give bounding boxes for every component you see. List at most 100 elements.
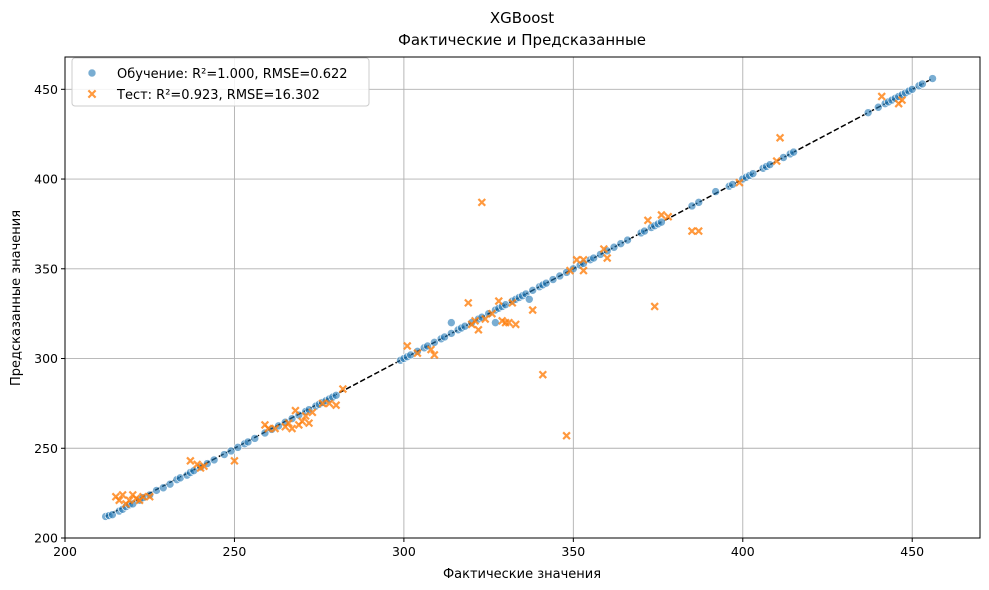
test-point xyxy=(687,226,697,236)
test-point xyxy=(426,345,436,354)
train-point xyxy=(331,391,341,400)
test-point xyxy=(643,216,653,225)
test-point xyxy=(291,406,300,415)
legend-test-marker xyxy=(87,89,97,99)
train-point xyxy=(874,102,883,112)
test-point xyxy=(304,418,314,428)
train-point xyxy=(209,455,219,465)
test-point xyxy=(145,492,154,501)
chart-subtitle: Фактические и Предсказанные xyxy=(398,31,646,49)
train-point xyxy=(226,446,236,456)
test-point xyxy=(403,341,412,351)
test-point xyxy=(657,210,666,220)
chart-title: XGBoost xyxy=(490,9,554,27)
x-tick-label: 450 xyxy=(900,544,924,559)
test-point xyxy=(494,296,503,306)
train-point xyxy=(108,510,117,519)
x-tick-label: 400 xyxy=(731,544,755,559)
test-point xyxy=(772,156,781,166)
train-series xyxy=(101,74,937,521)
train-point xyxy=(440,332,449,342)
test-point xyxy=(487,309,497,318)
test-point xyxy=(118,490,127,500)
legend-train-marker xyxy=(87,68,97,78)
legend: Обучение: R²=1.000, RMSE=0.622 Тест: R²=… xyxy=(71,57,370,107)
train-point xyxy=(657,217,666,227)
test-point xyxy=(301,411,310,421)
test-point xyxy=(338,384,348,394)
test-point xyxy=(511,320,520,329)
test-point xyxy=(877,92,886,101)
train-point xyxy=(623,235,632,245)
legend-box xyxy=(71,57,370,107)
test-point xyxy=(599,244,609,254)
test-point xyxy=(470,316,480,326)
test-point xyxy=(464,298,473,308)
x-tick-label: 300 xyxy=(392,544,416,559)
train-point xyxy=(616,239,626,248)
x-axis-ticks: 200 250 300 350 400 450 xyxy=(53,538,924,559)
test-point xyxy=(579,255,588,264)
test-point xyxy=(284,418,293,428)
x-tick-label: 200 xyxy=(53,544,77,559)
train-point xyxy=(233,443,243,452)
y-tick-label: 350 xyxy=(34,261,58,276)
train-point xyxy=(555,271,565,281)
y-tick-label: 250 xyxy=(34,441,58,456)
x-tick-label: 350 xyxy=(561,544,585,559)
train-point xyxy=(789,147,798,157)
train-point xyxy=(243,437,253,447)
x-axis-label: Фактические значения xyxy=(443,567,601,582)
train-point xyxy=(541,278,551,288)
train-point xyxy=(447,329,456,338)
test-point xyxy=(504,318,514,327)
y-axis-ticks: 200 250 300 350 400 450 xyxy=(34,82,65,546)
test-point xyxy=(138,492,148,501)
train-point xyxy=(907,85,917,94)
y-tick-label: 300 xyxy=(34,351,58,366)
train-point xyxy=(728,180,737,189)
x-tick-label: 250 xyxy=(223,544,247,559)
train-point xyxy=(413,347,422,356)
test-point xyxy=(650,302,659,311)
test-point xyxy=(308,408,317,417)
test-point xyxy=(413,348,422,358)
test-point xyxy=(474,325,483,334)
test-point xyxy=(775,133,785,142)
test-point xyxy=(579,266,588,275)
y-tick-label: 400 xyxy=(34,172,58,187)
test-point xyxy=(298,417,307,426)
test-point xyxy=(331,401,341,410)
test-point xyxy=(735,178,744,187)
legend-test-label: Тест: R²=0.923, RMSE=16.302 xyxy=(116,88,320,103)
train-point xyxy=(165,479,175,489)
test-point xyxy=(325,399,334,408)
train-point xyxy=(928,74,937,83)
train-point xyxy=(863,108,873,117)
train-point xyxy=(250,434,260,443)
train-point xyxy=(219,450,229,459)
train-point xyxy=(447,318,456,327)
test-point xyxy=(287,424,297,433)
test-point xyxy=(603,253,612,263)
train-point xyxy=(524,294,534,304)
test-point xyxy=(270,424,280,433)
test-point xyxy=(528,305,537,315)
test-point xyxy=(508,298,517,308)
test-point xyxy=(562,431,571,440)
y-axis-label: Предсказанные значения xyxy=(9,210,24,386)
plot-frame xyxy=(64,56,981,539)
test-point xyxy=(186,456,195,466)
train-point xyxy=(548,275,558,284)
train-point xyxy=(640,226,649,236)
test-point xyxy=(664,212,673,221)
test-point xyxy=(318,399,327,408)
test-point xyxy=(565,266,575,275)
train-point xyxy=(711,187,720,196)
test-point xyxy=(477,198,487,207)
y-tick-label: 200 xyxy=(34,531,58,546)
test-series xyxy=(111,92,907,509)
test-point xyxy=(538,370,548,379)
y-tick-label: 450 xyxy=(34,82,58,97)
